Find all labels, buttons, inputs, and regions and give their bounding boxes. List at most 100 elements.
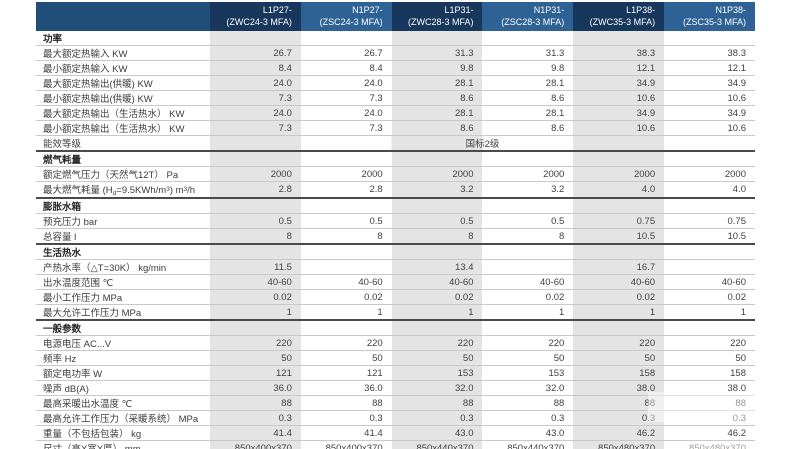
value-cell: 850x440x370 [482,440,574,449]
section-header-row: 功率 [36,31,755,47]
value-cell: 34.9 [573,105,665,122]
value-cell [664,259,755,276]
section-empty-cell [482,197,574,215]
table-row: 最小额定热输出(供暖) KW 7.3 7.3 8.6 8.6 10.6 10.6 [36,90,755,107]
value-cell: 88 [573,395,665,412]
value-cell: 24.0 [300,75,392,92]
table-row: 最大额定热输出(供暖) KW 24.0 24.0 28.1 28.1 34.9 34.9 [36,75,755,92]
value-cell: 0.5 [482,213,574,230]
table-row: 重量（不包括包装） kg 41.4 41.4 43.0 43.0 46.2 46.2 [36,425,755,442]
value-cell: 2000 [664,166,755,183]
value-cell: 0.02 [391,289,483,306]
row-label: 尺寸（高X宽X厚） mm [36,440,211,449]
section-empty-cell [300,197,392,215]
value-cell: 220 [300,335,392,352]
value-cell: 2.8 [210,181,301,199]
value-cell: 0.02 [482,289,574,306]
column-model-name: L1P38- [626,5,656,15]
value-cell: 10.6 [664,90,755,107]
section-empty-cell [391,319,483,337]
row-label: 最大额定热输入 KW [36,45,211,62]
value-cell: 10.6 [664,120,755,137]
row-label: 最高采暖出水温度 ℃ [36,395,211,412]
section-empty-cell [300,243,392,261]
section-empty-cell [300,31,392,47]
value-cell: 8.6 [391,90,483,107]
section-empty-cell [391,197,483,215]
column-header: L1P38- (ZWC35-3 MFA) [573,2,665,32]
value-cell: 8 [300,228,392,245]
value-cell: 38.0 [664,380,755,397]
value-cell: 7.3 [300,120,392,137]
value-cell: 36.0 [300,380,392,397]
value-cell: 158 [573,365,665,382]
value-cell: 0.3 [482,410,574,427]
value-cell: 10.6 [573,120,665,137]
row-label: 总容量 l [36,228,211,245]
column-header: L1P31- (ZWC28-3 MFA) [391,2,483,32]
section-empty-cell [482,31,574,47]
value-cell: 4.0 [573,181,665,199]
value-cell: 0.5 [210,213,301,230]
value-cell: 158 [664,365,755,382]
section-title: 一般参数 [36,319,211,337]
column-model-code: (ZSC24-3 MFA) [319,17,383,28]
section-title: 功率 [36,31,211,47]
value-cell: 43.0 [482,425,574,442]
row-label: 最大允许工作压力 MPa [36,304,211,321]
table-row: 额定电功率 W 121 121 153 153 158 158 [36,365,755,382]
section-empty-cell [210,150,301,168]
value-cell: 32.0 [482,380,574,397]
value-cell: 0.02 [300,289,392,306]
table-row: 最大额定热输入 KW 26.7 26.7 31.3 31.3 38.3 38.3 [36,45,755,62]
value-cell: 31.3 [482,45,574,62]
value-cell: 850x480x370 [664,440,755,449]
value-cell: 50 [664,350,755,367]
value-cell: 2000 [391,166,483,183]
value-cell: 40-60 [573,274,665,291]
section-empty-cell [391,31,483,47]
section-empty-cell [573,31,665,47]
row-label: 预充压力 bar [36,213,211,230]
value-cell: 0.5 [391,213,483,230]
table-row: 电源电压 AC...V 220 220 220 220 220 220 [36,335,755,352]
value-cell: 7.3 [300,90,392,107]
value-cell: 9.8 [391,60,483,77]
value-cell: 220 [482,335,574,352]
table-row: 频率 Hz 50 50 50 50 50 50 [36,350,755,367]
value-cell: 10.6 [573,90,665,107]
column-model-code: (ZWC35-3 MFA) [589,17,656,28]
section-empty-cell [573,150,665,168]
column-model-name: L1P31- [444,5,474,15]
column-model-code: (ZSC35-3 MFA) [682,17,746,28]
value-cell: 0.3 [210,410,301,427]
value-cell: 153 [482,365,574,382]
value-cell: 41.4 [210,425,301,442]
row-label: 频率 Hz [36,350,211,367]
section-title: 膨胀水箱 [36,197,211,215]
table-row: 预充压力 bar 0.5 0.5 0.5 0.5 0.75 0.75 [36,213,755,230]
table-row: 最小额定热输入 KW 8.4 8.4 9.8 9.8 12.1 12.1 [36,60,755,77]
value-cell: 8.6 [482,120,574,137]
section-header-row: 膨胀水箱 [36,197,755,215]
table-body: 功率 最大额定热输入 KW 26.7 26.7 31.3 31.3 38.3 38.3 最小额定… [36,31,755,449]
column-header: N1P27- (ZSC24-3 MFA) [300,2,392,32]
value-cell: 10.5 [573,228,665,245]
section-empty-cell [573,243,665,261]
row-label: 产热水率（△T=30K） kg/min [36,259,211,276]
value-cell: 0.02 [664,289,755,306]
value-cell: 46.2 [573,425,665,442]
table-row: 最小工作压力 MPa 0.02 0.02 0.02 0.02 0.02 0.02 [36,289,755,306]
value-cell: 24.0 [210,105,301,122]
value-cell: 50 [300,350,392,367]
value-cell: 8 [482,228,574,245]
value-cell: 88 [482,395,574,412]
value-cell: 0.02 [210,289,301,306]
value-cell: 1 [573,304,665,321]
table-row: 最高允许工作压力（采暖系统） MPa 0.3 0.3 0.3 0.3 0.3 0.3 [36,410,755,427]
row-label-column-header [36,2,211,32]
value-cell: 1 [300,304,392,321]
value-cell: 40-60 [391,274,483,291]
header-row: L1P27- (ZWC24-3 MFA) N1P27- (ZSC24-3 MFA) L1… [36,2,755,32]
